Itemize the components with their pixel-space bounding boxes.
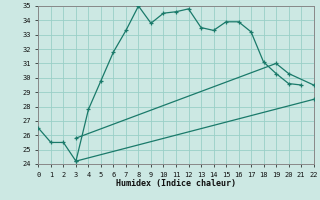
X-axis label: Humidex (Indice chaleur): Humidex (Indice chaleur)	[116, 179, 236, 188]
